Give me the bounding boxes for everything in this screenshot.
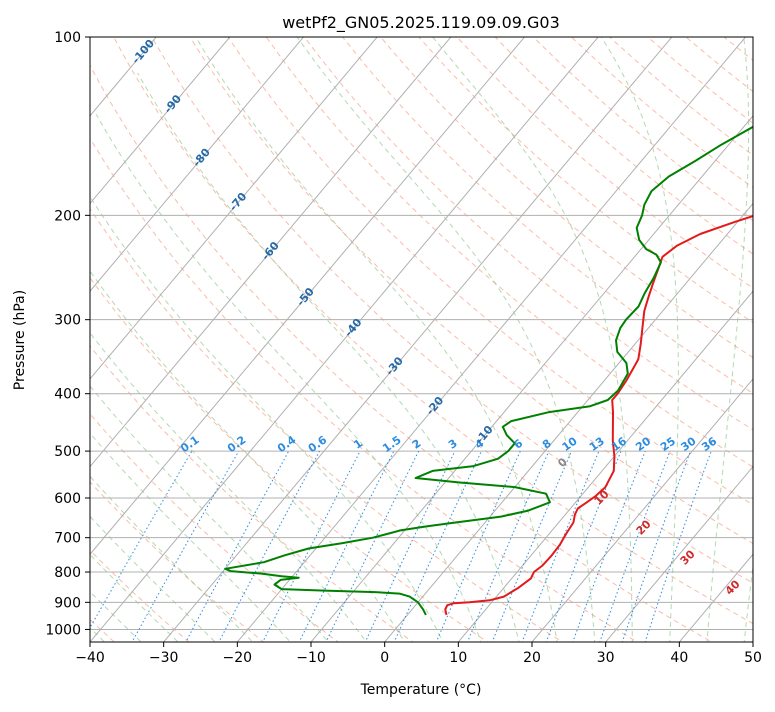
mixing-ratio-line: [75, 451, 192, 654]
moist-adiabat-line: [433, 37, 633, 654]
dry-adiabat-line: [0, 24, 354, 654]
dry-adiabat-line: [0, 24, 279, 654]
isotherm-line: [0, 10, 253, 654]
dry-adiabat-line: [295, 24, 775, 654]
moist-adiabat-line: [0, 288, 264, 654]
dry-adiabat-line: [0, 24, 582, 654]
y-axis-label: Pressure (hPa): [12, 290, 28, 390]
x-tick-label: −20: [223, 650, 253, 666]
y-tick-label: 800: [54, 565, 81, 581]
x-tick-label: 40: [670, 650, 688, 666]
moist-adiabat-line: [0, 262, 301, 654]
x-tick-label: 50: [744, 650, 762, 666]
dry-adiabat-line: [709, 24, 775, 654]
moist-adiabat-line: [37, 188, 411, 654]
y-tick-label: 900: [54, 595, 81, 611]
mixing-ratio-label: 3: [446, 437, 460, 452]
mixing-ratio-line: [463, 451, 549, 654]
y-tick-label: 500: [54, 444, 81, 460]
mixing-ratio-line: [518, 451, 599, 654]
x-tick-label: 30: [597, 650, 615, 666]
mixing-ratio-label: 8: [540, 437, 554, 452]
dry-adiabat-line: [521, 24, 775, 654]
mixing-ratio-line: [618, 451, 690, 654]
y-tick-label: 200: [54, 208, 81, 224]
mixing-ratio-label: 0.6: [306, 433, 330, 455]
x-tick-label: 20: [523, 650, 541, 666]
dewpoint-series-line: [225, 37, 775, 615]
moist-adiabat-label: 40: [723, 577, 743, 597]
y-tick-label: 1000: [45, 622, 81, 638]
mixing-ratio-label: 1: [351, 437, 365, 452]
moist-adiabat-line: [96, 114, 485, 654]
dry-adiabat-line: [69, 24, 733, 654]
mixing-ratio-label: 1.5: [380, 433, 403, 455]
moist-adiabat-line: [0, 406, 43, 654]
grid-layer: [0, 10, 775, 654]
moist-adiabat-label: 10: [592, 487, 612, 507]
moist-adiabat-line: [62, 150, 448, 654]
x-tick-label: −30: [149, 650, 179, 666]
mixing-ratio-line: [213, 451, 320, 654]
isotherm-line: [301, 10, 775, 654]
x-tick-label: 10: [449, 650, 467, 666]
isotherm-line: [743, 10, 775, 654]
dry-adiabat-line: [333, 24, 775, 654]
y-tick-label: 600: [54, 491, 81, 507]
moist-adiabat-line: [196, 37, 559, 654]
mixing-ratio-label: 0.4: [275, 433, 299, 455]
series-layer: [225, 37, 775, 615]
moist-adiabat-line: [0, 387, 80, 654]
moist-adiabat-label: 20: [634, 517, 654, 537]
dry-adiabat-line: [257, 24, 775, 654]
x-axis-label: Temperature (°C): [360, 682, 482, 698]
moist-adiabat-label: 0: [555, 455, 570, 470]
moist-adiabat-line: [706, 37, 749, 654]
y-tick-label: 400: [54, 387, 81, 403]
isotherm-line: [154, 10, 695, 654]
x-tick-label: 0: [380, 650, 389, 666]
y-tick-label: 100: [54, 30, 81, 46]
mixing-ratio-line: [257, 451, 360, 654]
mixing-ratio-label: 2: [410, 437, 424, 452]
isotherm-line: [0, 10, 400, 654]
mixing-ratio-label: 6: [511, 437, 525, 452]
mixing-ratio-label: 0.1: [178, 433, 201, 455]
mixing-ratio-line: [320, 451, 418, 654]
dry-adiabat-line: [0, 24, 203, 654]
moist-adiabat-label: 30: [678, 547, 698, 567]
mixing-ratio-line: [180, 451, 289, 654]
mixing-ratio-line: [126, 451, 239, 654]
dry-adiabat-line: [558, 24, 775, 654]
isotherm-line: [0, 10, 474, 654]
y-tick-label: 700: [54, 531, 81, 547]
mixing-ratio-line: [294, 451, 394, 654]
dry-adiabat-line: [408, 24, 775, 654]
chart-title: wetPf2_GN05.2025.119.09.09.G03: [282, 13, 560, 33]
x-tick-label: −10: [296, 650, 326, 666]
y-tick-label: 300: [54, 313, 81, 329]
x-tick-label: −40: [75, 650, 105, 666]
